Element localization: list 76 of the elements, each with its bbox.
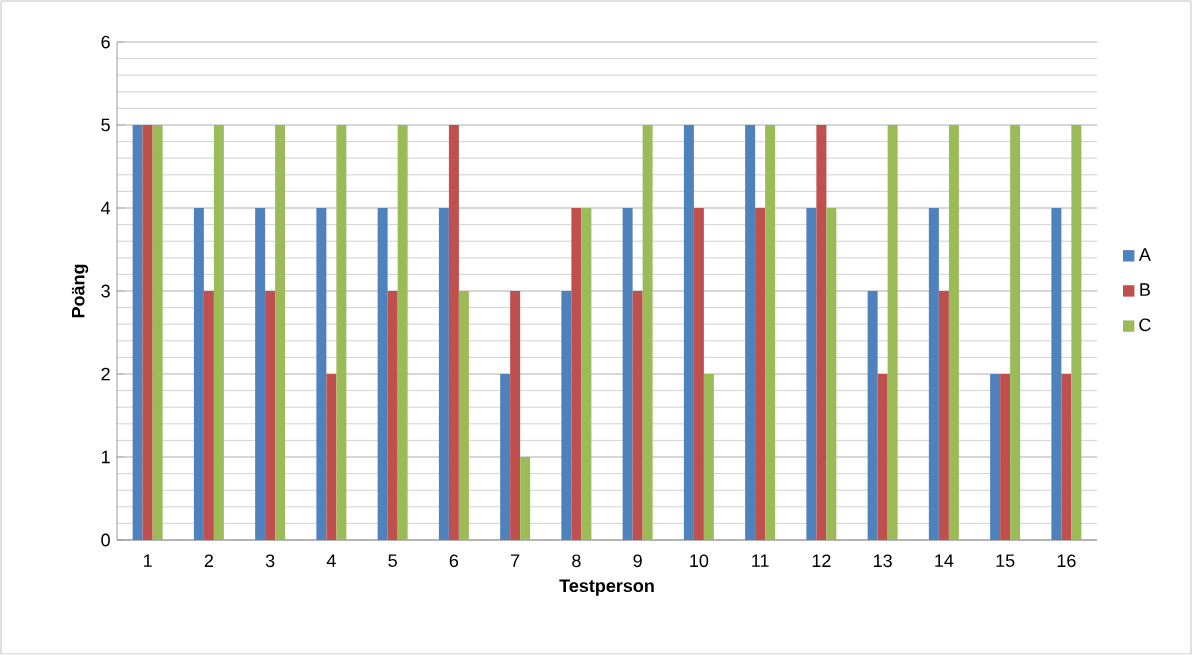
bar <box>867 291 878 540</box>
bar <box>500 374 511 540</box>
x-tick-label: 16 <box>1057 554 1076 568</box>
x-tick-label: 5 <box>388 554 397 567</box>
x-tick-label: 9 <box>633 554 642 568</box>
bar <box>193 208 204 540</box>
bar <box>938 291 949 540</box>
y-tick-label: 1 <box>101 450 110 464</box>
x-tick-label: 3 <box>265 554 275 568</box>
bar <box>990 374 1001 540</box>
bar <box>377 208 388 540</box>
x-tick-label: 4 <box>326 554 336 567</box>
bar <box>622 208 633 540</box>
bar <box>255 208 266 540</box>
bar <box>142 125 153 540</box>
legend-label: A <box>1138 248 1151 261</box>
bar <box>703 374 714 540</box>
bar <box>877 374 888 540</box>
x-tick-label: 13 <box>874 554 892 568</box>
bar <box>265 291 276 540</box>
x-tick-label: 11 <box>752 554 769 567</box>
bar <box>203 291 214 540</box>
legend-label: C <box>1139 318 1151 332</box>
bar <box>816 125 827 540</box>
bar <box>745 125 756 540</box>
y-tick-label: 3 <box>101 284 110 298</box>
bar <box>632 291 643 540</box>
bar <box>1000 374 1011 540</box>
y-tick-label: 5 <box>101 118 110 132</box>
bar <box>152 125 163 540</box>
bar <box>1051 208 1062 540</box>
bar <box>887 125 898 540</box>
bar <box>316 208 327 540</box>
y-tick-label: 2 <box>101 367 110 381</box>
bar <box>571 208 582 540</box>
x-tick-label: 15 <box>996 554 1015 567</box>
y-tick-label: 0 <box>101 533 110 547</box>
bar <box>458 291 469 540</box>
bar <box>397 125 408 540</box>
bar <box>1071 125 1082 540</box>
y-tick-label: 6 <box>101 35 110 49</box>
x-axis-title: Testperson <box>559 579 654 596</box>
bar <box>581 208 592 540</box>
x-tick-label: 2 <box>204 554 213 567</box>
legend-label: B <box>1140 283 1150 296</box>
bar <box>806 208 817 540</box>
bar <box>1010 125 1021 540</box>
bar <box>387 291 398 540</box>
bar <box>642 125 653 540</box>
bar <box>336 125 347 540</box>
bar <box>275 125 286 540</box>
bar <box>132 125 143 540</box>
bar <box>826 208 837 540</box>
bar <box>755 208 766 540</box>
bar <box>448 125 459 540</box>
x-tick-label: 8 <box>572 554 581 568</box>
bar <box>510 291 521 540</box>
bar <box>765 125 776 540</box>
bar <box>561 291 572 540</box>
x-tick-label: 6 <box>449 554 459 568</box>
bar <box>683 125 694 540</box>
x-tick-label: 10 <box>690 554 709 568</box>
bar <box>213 125 224 540</box>
x-tick-label: 7 <box>511 554 520 567</box>
bar <box>948 125 959 540</box>
bar <box>1061 374 1072 540</box>
y-tick-label: 4 <box>101 201 111 215</box>
x-tick-label: 14 <box>935 554 954 567</box>
bar <box>520 457 531 540</box>
bar <box>928 208 939 540</box>
x-tick-label: 1 <box>144 554 152 567</box>
bar <box>326 374 337 540</box>
y-axis-title: Poäng <box>71 264 89 318</box>
bar <box>693 208 704 540</box>
x-tick-label: 12 <box>812 554 831 567</box>
bar <box>438 208 449 540</box>
